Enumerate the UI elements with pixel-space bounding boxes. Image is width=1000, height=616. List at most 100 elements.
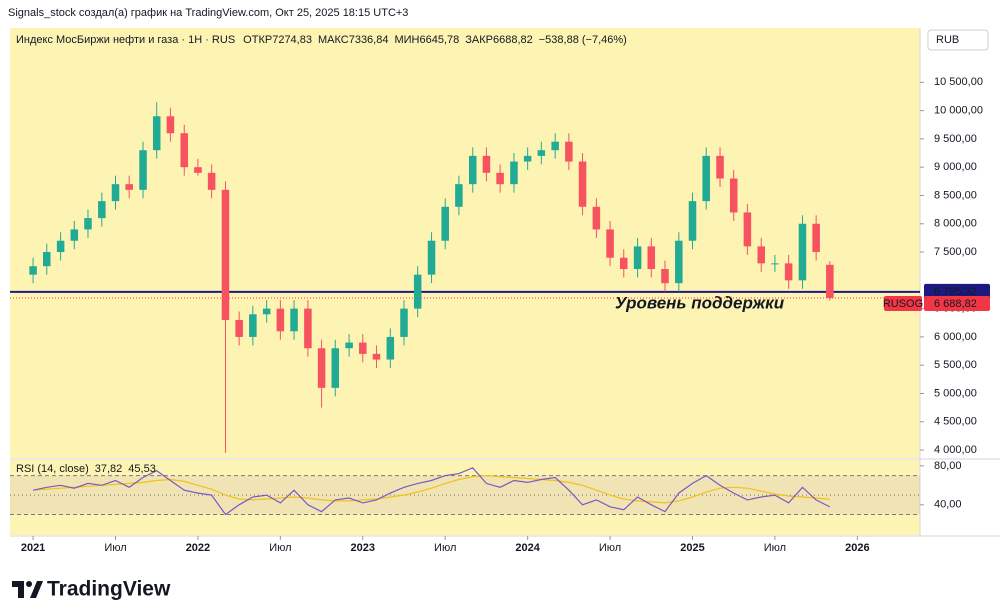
candle-body bbox=[716, 155, 724, 179]
x-tick-label: 2022 bbox=[186, 542, 210, 554]
candle-body bbox=[276, 308, 285, 332]
x-tick-label: Июл bbox=[434, 542, 456, 554]
x-tick-label: 2026 bbox=[845, 542, 869, 554]
candle-body bbox=[661, 269, 669, 284]
candle-body bbox=[771, 263, 779, 265]
legend-field-label: ЗАКР bbox=[465, 34, 493, 46]
candle-body bbox=[702, 155, 710, 202]
legend-field-label: МАКС bbox=[318, 34, 349, 46]
footer-logo: TradingView bbox=[47, 578, 171, 601]
y-tick-label: 4 000,00 bbox=[934, 444, 977, 456]
y-tick-label: 9 000,00 bbox=[934, 161, 977, 173]
candle-body bbox=[56, 240, 65, 253]
candle-body bbox=[180, 133, 189, 168]
x-tick-label: 2021 bbox=[21, 542, 45, 554]
x-tick-label: 2025 bbox=[680, 542, 704, 554]
candle-body bbox=[304, 308, 312, 349]
x-tick-label: 2024 bbox=[515, 542, 540, 554]
candle-body bbox=[812, 223, 820, 253]
candle-body bbox=[235, 319, 243, 337]
candle-body bbox=[784, 263, 793, 281]
support-price-box bbox=[924, 283, 990, 299]
legend-field-value: 6645,78 bbox=[419, 34, 459, 46]
candle-body bbox=[345, 342, 353, 349]
candle-body bbox=[523, 155, 532, 162]
y-tick-label: 9 500,00 bbox=[934, 133, 977, 145]
symbol-label: RUSOG bbox=[883, 298, 923, 310]
y-tick-label: 5 500,00 bbox=[934, 359, 977, 371]
candle-body bbox=[359, 342, 367, 354]
rsi-band bbox=[10, 475, 920, 515]
candle-body bbox=[798, 223, 807, 281]
candle-body bbox=[441, 206, 449, 241]
candle-body bbox=[647, 246, 656, 270]
last-price-label: 6 688,82 bbox=[934, 298, 977, 310]
y-tick-label: 6 000,00 bbox=[934, 331, 977, 343]
candle-body bbox=[194, 167, 202, 173]
candle-body bbox=[386, 336, 395, 360]
y-tick-label: 10 000,00 bbox=[934, 105, 983, 117]
candle-body bbox=[125, 184, 133, 190]
x-tick-label: Июл bbox=[269, 542, 291, 554]
candle-body bbox=[290, 308, 298, 332]
candle-body bbox=[565, 141, 573, 162]
currency-label: RUB bbox=[936, 34, 959, 46]
candle-body bbox=[606, 229, 614, 258]
candle-body bbox=[331, 348, 340, 388]
legend-field-value: 6688,82 bbox=[493, 34, 533, 46]
candle-body bbox=[482, 155, 491, 173]
candle-body bbox=[551, 141, 559, 151]
candle-body bbox=[29, 266, 37, 275]
candle-body bbox=[688, 201, 697, 241]
legend-change: −538,88 (−7,46%) bbox=[539, 34, 627, 46]
y-tick-label: 8 500,00 bbox=[934, 189, 977, 201]
candle-body bbox=[70, 229, 79, 241]
x-tick-label: Июл bbox=[764, 542, 786, 554]
y-tick-label: 8 000,00 bbox=[934, 218, 977, 230]
legend-title: Индекс МосБиржи нефти и газа · 1Н · RUS bbox=[16, 34, 235, 46]
candle-body bbox=[592, 206, 601, 230]
rsi-y-tick-label: 40,00 bbox=[934, 499, 962, 511]
symbol-box bbox=[884, 295, 922, 311]
legend-field-label: МИН bbox=[394, 34, 419, 46]
candle-body bbox=[413, 274, 422, 309]
last-price-box bbox=[924, 295, 990, 311]
candle-body bbox=[98, 201, 106, 219]
candle-body bbox=[372, 353, 381, 360]
candle-body bbox=[826, 264, 834, 298]
candle-body bbox=[578, 161, 587, 207]
header: Signals_stock создал(а) график на Tradin… bbox=[8, 7, 408, 19]
candle-body bbox=[427, 240, 436, 275]
rsi-pane-bg bbox=[10, 460, 920, 535]
candle-body bbox=[84, 218, 92, 230]
candle-body bbox=[139, 150, 147, 190]
candle-body bbox=[166, 116, 175, 134]
candle-body bbox=[729, 178, 738, 213]
candle-body bbox=[633, 246, 642, 270]
rsi-legend-value: 37,82 bbox=[95, 463, 123, 475]
candle-body bbox=[207, 172, 216, 190]
rsi-line bbox=[33, 474, 830, 504]
candle-body bbox=[111, 184, 120, 202]
x-tick-label: Июл bbox=[104, 542, 126, 554]
logo-icon bbox=[12, 581, 43, 598]
candle-body bbox=[537, 150, 546, 156]
candle-body bbox=[619, 257, 628, 270]
x-tick-label: Июл bbox=[599, 542, 621, 554]
candle-body bbox=[262, 308, 271, 315]
price-pane-bg bbox=[10, 28, 920, 458]
candle-body bbox=[675, 240, 683, 284]
candle-body bbox=[42, 252, 51, 267]
candle-body bbox=[249, 314, 257, 337]
legend-field-value: 7274,83 bbox=[272, 34, 312, 46]
candle-body bbox=[455, 184, 463, 207]
rsi-y-tick-label: 80,00 bbox=[934, 460, 962, 472]
support-price-label: 6 795,32 bbox=[934, 286, 977, 298]
candle-body bbox=[757, 246, 766, 264]
candle-body bbox=[743, 212, 752, 247]
y-tick-label: 10 500,00 bbox=[934, 76, 983, 88]
y-tick-label: 5 000,00 bbox=[934, 387, 977, 399]
candle-body bbox=[152, 116, 161, 151]
candle-body bbox=[496, 172, 504, 185]
rsi-title: RSI (14, close) bbox=[16, 463, 89, 475]
